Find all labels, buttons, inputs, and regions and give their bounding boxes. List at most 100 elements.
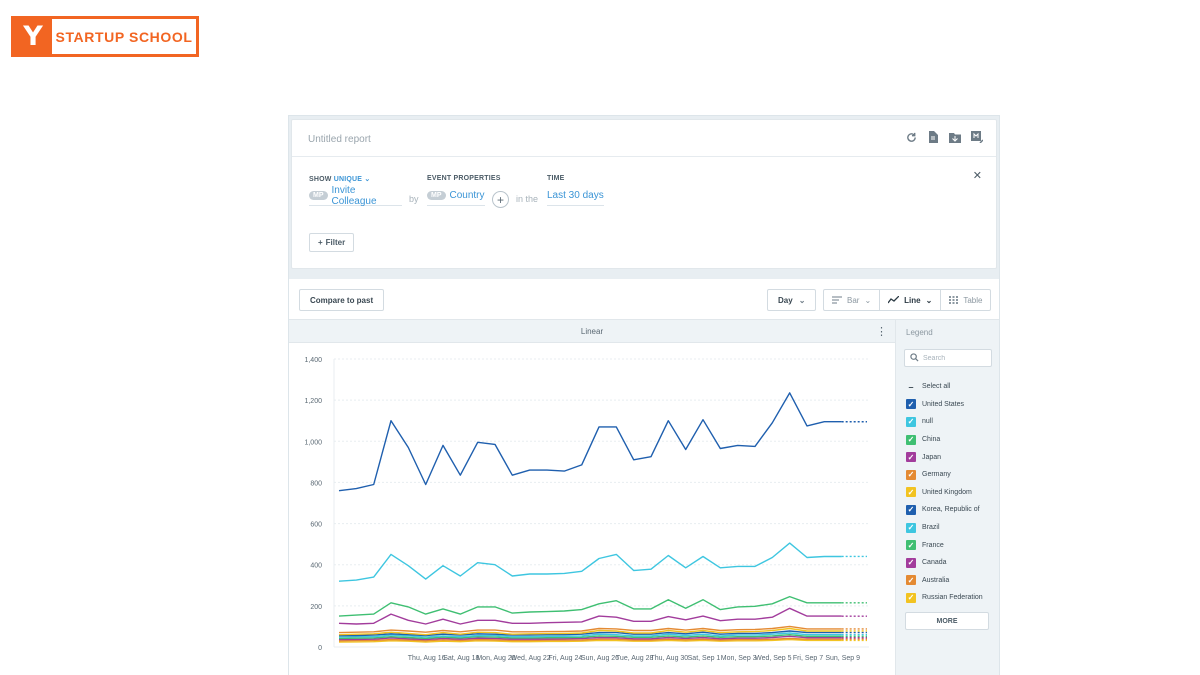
x-tick-label: Mon, Aug 20 bbox=[476, 655, 515, 662]
kebab-menu-icon[interactable]: ⋮ bbox=[876, 326, 887, 338]
x-tick-label: Thu, Aug 30 bbox=[650, 655, 688, 662]
minus-icon: – bbox=[908, 381, 914, 392]
x-tick-label: Thu, Aug 16 bbox=[408, 655, 446, 662]
legend-item[interactable]: ✓ Korea, Republic of bbox=[906, 501, 998, 519]
chevron-down-icon: ⌄ bbox=[925, 295, 933, 305]
x-tick-label: Tue, Aug 28 bbox=[616, 655, 654, 662]
y-tick-label: 1,200 bbox=[304, 398, 322, 405]
series-line bbox=[338, 607, 842, 625]
legend-item[interactable]: ✓ China bbox=[906, 431, 998, 449]
legend-item[interactable]: ✓ United States bbox=[906, 396, 998, 414]
legend-item[interactable]: ✓ null bbox=[906, 413, 998, 431]
checkbox-checked-icon[interactable]: ✓ bbox=[906, 592, 916, 603]
time-value[interactable]: Last 30 days bbox=[547, 190, 604, 201]
in-the-text: in the bbox=[516, 194, 539, 204]
property-pill: MP bbox=[427, 191, 446, 200]
line-chart: 0 200 400 600 800 1,000 1,200 1,400 Thu, Aug 16 S… bbox=[289, 343, 895, 675]
day-dropdown[interactable]: Day ⌄ bbox=[767, 289, 817, 311]
table-label: Table bbox=[963, 295, 983, 305]
x-tick-label: Wed, Sep 5 bbox=[755, 655, 792, 662]
checkbox-checked-icon[interactable]: ✓ bbox=[906, 522, 916, 533]
query-divider bbox=[292, 156, 996, 157]
legend-item-label: null bbox=[922, 418, 933, 426]
legend-item-label: Korea, Republic of bbox=[922, 506, 980, 514]
close-icon[interactable]: ✕ bbox=[972, 170, 982, 182]
legend-item[interactable]: ✓ Germany bbox=[906, 466, 998, 484]
compare-to-past-button[interactable]: Compare to past bbox=[299, 289, 385, 311]
series-line bbox=[338, 625, 842, 634]
y-tick-label: 0 bbox=[318, 645, 322, 652]
event-properties-label: EVENT PROPERTIES bbox=[427, 175, 501, 182]
x-tick-label: Fri, Aug 24 bbox=[548, 655, 582, 662]
bar-view-button[interactable]: Bar ⌄ bbox=[824, 290, 881, 310]
export-icon[interactable] bbox=[970, 130, 984, 144]
checkbox-checked-icon[interactable]: ✓ bbox=[906, 487, 916, 498]
legend-search-input[interactable] bbox=[923, 354, 983, 362]
y-tick-label: 1,400 bbox=[304, 357, 322, 364]
property-name[interactable]: Country bbox=[449, 190, 485, 201]
series-line bbox=[338, 635, 842, 641]
legend-more-button[interactable]: MORE bbox=[905, 612, 989, 630]
checkbox-checked-icon[interactable]: ✓ bbox=[906, 557, 916, 568]
checkbox-checked-icon[interactable]: ✓ bbox=[906, 434, 916, 445]
checkbox-checked-icon[interactable]: ✓ bbox=[906, 575, 916, 586]
event-selector[interactable]: MP Invite Colleague bbox=[309, 184, 402, 207]
checkbox-checked-icon[interactable]: ✓ bbox=[906, 540, 916, 551]
event-name[interactable]: Invite Colleague bbox=[331, 184, 377, 207]
show-label: SHOW bbox=[309, 176, 332, 183]
legend-item[interactable]: ✓ France bbox=[906, 536, 998, 554]
checkbox-checked-icon[interactable]: ✓ bbox=[906, 399, 916, 410]
refresh-icon[interactable] bbox=[904, 130, 918, 144]
unique-dropdown-label[interactable]: UNIQUE bbox=[333, 176, 363, 183]
checkbox-checked-icon[interactable]: ✓ bbox=[906, 469, 916, 480]
checkbox-checked-icon[interactable]: ✓ bbox=[906, 452, 916, 463]
series-line bbox=[338, 595, 842, 617]
checkbox-checked-icon[interactable]: ✓ bbox=[906, 416, 916, 427]
time-selector[interactable]: Last 30 days bbox=[547, 188, 604, 206]
series-line bbox=[338, 632, 842, 638]
legend-item[interactable]: ✓ Brazil bbox=[906, 519, 998, 537]
table-view-button[interactable]: Table bbox=[941, 290, 990, 310]
report-actions bbox=[904, 130, 984, 144]
report-title[interactable]: Untitled report bbox=[308, 134, 371, 145]
line-view-button[interactable]: Line ⌄ bbox=[880, 290, 942, 310]
legend-item-label: China bbox=[922, 436, 941, 444]
add-property-button[interactable]: + bbox=[492, 191, 509, 208]
legend-item[interactable]: ✓ Japan bbox=[906, 448, 998, 466]
results-panel: Compare to past Day ⌄ Bar ⌄ Line ⌄ Table… bbox=[289, 279, 999, 675]
plus-icon: + bbox=[496, 192, 504, 207]
legend-item-label: Japan bbox=[922, 453, 942, 461]
x-tick-label: Sun, Sep 9 bbox=[825, 655, 860, 662]
show-unique-label[interactable]: SHOW UNIQUE ⌄ bbox=[309, 175, 370, 183]
chart-header: Linear ⋮ bbox=[289, 319, 895, 343]
search-icon bbox=[910, 352, 919, 364]
chevron-down-icon[interactable]: ⌄ bbox=[364, 176, 371, 183]
legend-select-all[interactable]: – Select all bbox=[906, 378, 998, 396]
y-tick-label: 1,000 bbox=[304, 439, 322, 446]
select-all-label: Select all bbox=[922, 383, 951, 391]
series-line bbox=[338, 627, 842, 636]
legend-item[interactable]: ✓ Canada bbox=[906, 554, 998, 572]
scale-label[interactable]: Linear bbox=[580, 327, 604, 336]
checkbox-checked-icon[interactable]: ✓ bbox=[906, 504, 916, 515]
legend-item[interactable]: ✓ United Kingdom bbox=[906, 484, 998, 502]
legend-item-label: Germany bbox=[922, 471, 951, 479]
series-line bbox=[338, 634, 842, 640]
by-text: by bbox=[409, 194, 419, 204]
event-pill: MP bbox=[309, 191, 328, 200]
folder-icon[interactable] bbox=[948, 130, 962, 144]
add-filter-button[interactable]: + Filter bbox=[309, 233, 355, 252]
legend-item[interactable]: ✓ Australia bbox=[906, 572, 998, 590]
legend-item[interactable]: ✓ Russian Federation bbox=[906, 589, 998, 607]
x-tick-label: Wed, Aug 22 bbox=[511, 655, 551, 662]
series-line bbox=[338, 542, 842, 582]
y-tick-label: 800 bbox=[310, 480, 322, 487]
time-label: TIME bbox=[547, 175, 565, 182]
document-icon[interactable] bbox=[926, 130, 940, 144]
legend-item-label: United Kingdom bbox=[922, 488, 972, 496]
plus-icon: + bbox=[318, 238, 323, 247]
legend-item-label: Russian Federation bbox=[922, 594, 983, 602]
day-label: Day bbox=[778, 295, 793, 305]
legend-search[interactable] bbox=[904, 349, 992, 367]
property-selector[interactable]: MP Country bbox=[427, 188, 485, 206]
